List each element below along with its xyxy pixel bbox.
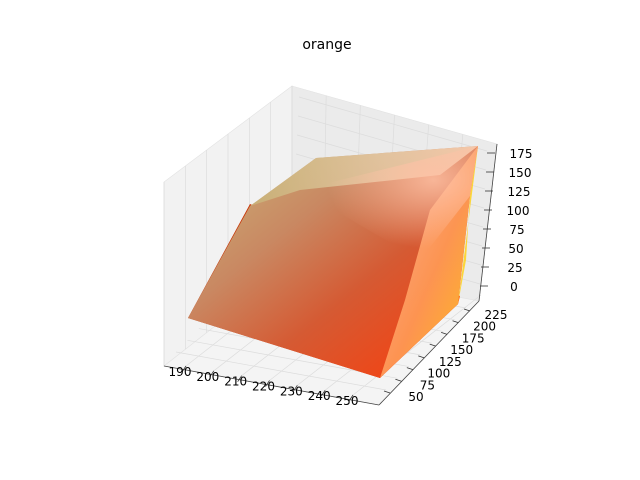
x-tick-label: 190 (169, 365, 192, 379)
y-axis-line (378, 300, 480, 406)
z-tick-label: 25 (507, 261, 522, 275)
z-ticks: 0 25 50 75 100 125 150 175 (480, 147, 532, 294)
y-tick-mark (452, 320, 459, 324)
grid-line-z (298, 96, 488, 152)
x-tick-label: 220 (252, 380, 275, 394)
z-tick-label: 175 (510, 147, 533, 161)
x-ticks: 190 200 210 220 230 240 250 (169, 365, 359, 408)
y-tick-mark (463, 308, 471, 312)
z-tick-label: 50 (508, 242, 523, 256)
z-tick-label: 150 (509, 166, 532, 180)
surface (188, 146, 478, 378)
chart-title: orange (302, 37, 351, 53)
y-tick-mark (406, 367, 413, 370)
x-tick-mark (237, 375, 242, 382)
surface-gold-edge (458, 146, 478, 304)
y-tick-label: 150 (450, 343, 473, 357)
y-tick-mark (418, 355, 425, 359)
x-tick-mark (293, 385, 298, 392)
z-tick-label: 125 (508, 185, 531, 199)
y-tick-label: 100 (427, 367, 450, 381)
x-tick-mark (181, 365, 187, 373)
y-tick-label: 50 (408, 390, 423, 404)
surface-highlight (300, 146, 478, 260)
z-tick-label: 75 (509, 223, 524, 237)
y-tick-label: 225 (485, 308, 508, 322)
y-tick-mark (429, 343, 436, 347)
grid-line-x (352, 294, 482, 396)
z-tick-label: 0 (510, 280, 518, 294)
y-tick-label: 200 (473, 320, 496, 334)
x-tick-mark (348, 394, 354, 402)
x-tick-label: 210 (224, 375, 247, 389)
y-tick-mark (441, 332, 448, 335)
x-tick-mark (320, 389, 326, 397)
y-tick-label: 175 (462, 331, 485, 345)
z-tick-label: 100 (507, 204, 530, 218)
axes-lines (163, 143, 498, 406)
z-axis-line (478, 143, 498, 302)
x-tick-mark (209, 370, 215, 378)
y-tick-label: 125 (439, 355, 462, 369)
x-axis-line (163, 365, 380, 406)
x-tick-label: 240 (308, 389, 331, 403)
x-tick-label: 230 (280, 384, 303, 398)
y-tick-label: 75 (420, 378, 435, 392)
x-tick-mark (265, 380, 270, 387)
x-tick-label: 250 (336, 394, 359, 408)
y-tick-mark (383, 390, 391, 394)
y-tick-mark (395, 378, 402, 382)
grid-line-y (175, 351, 387, 391)
x-tick-label: 200 (196, 370, 219, 384)
